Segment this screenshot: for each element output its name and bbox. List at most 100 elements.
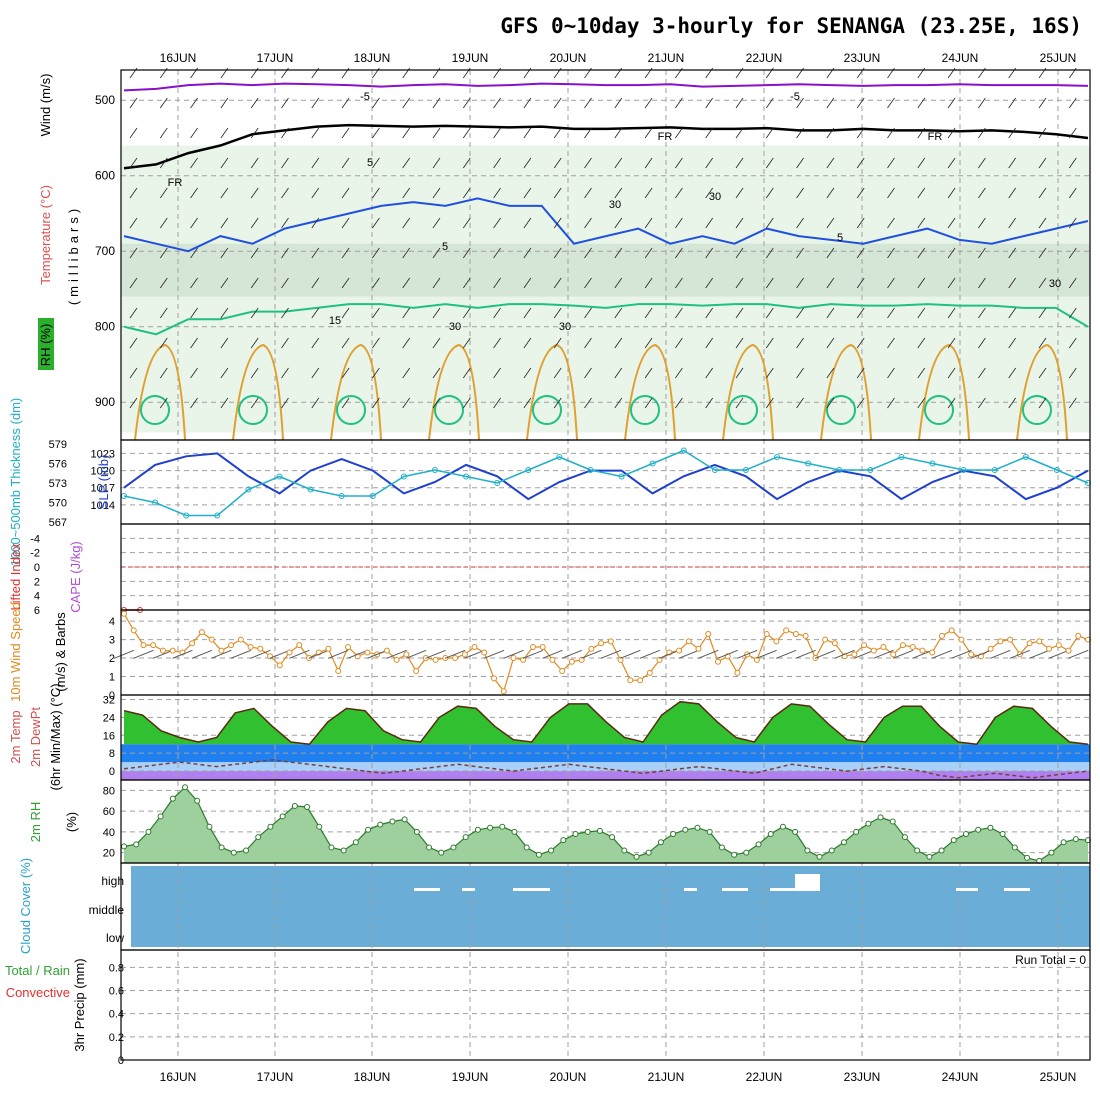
wind-speed-point — [763, 631, 770, 638]
wind-speed-point — [325, 645, 332, 652]
y-tick-label: 600 — [95, 169, 115, 183]
wind-speed-point — [1007, 636, 1014, 643]
wind-barb — [432, 97, 441, 109]
wind-speed-point — [919, 647, 926, 654]
contour-label: 30 — [709, 191, 721, 203]
wind-barb — [553, 277, 562, 289]
contour-label: 5 — [442, 241, 448, 253]
wind-barb — [856, 367, 865, 379]
rh-point — [1072, 836, 1079, 843]
wind-speed-point — [656, 656, 663, 663]
wind-barb — [129, 367, 138, 379]
lifted-index-axis-label: Lifted Index — [8, 543, 23, 611]
wind-barb — [462, 217, 471, 229]
wind-speed-point — [169, 647, 176, 654]
wind-barb — [129, 247, 138, 259]
cloud-cover-mark — [956, 888, 978, 891]
wind-barb — [614, 187, 623, 199]
surface-wind-barb — [113, 649, 135, 659]
wind-barb — [493, 247, 501, 259]
wind-barb — [311, 127, 320, 139]
wind-barb — [402, 247, 411, 259]
wind-tick: 3 — [109, 635, 115, 647]
rh-point — [962, 830, 969, 837]
wind-barb — [1008, 187, 1017, 199]
wind-speed-point — [286, 649, 293, 656]
wind-speed-point — [773, 638, 780, 645]
wind-barb — [372, 157, 380, 169]
cloud-axis-labels: Cloud Cover (%) — [18, 858, 33, 954]
x-tick-label-bottom: 22JUN — [746, 1070, 783, 1084]
wind-speed-point — [792, 631, 799, 638]
thickness-point — [245, 486, 252, 493]
wind-barb — [735, 97, 744, 109]
wind-barb — [765, 247, 774, 259]
wind-barb — [584, 307, 592, 319]
wind-barb — [675, 187, 683, 199]
wind-barb — [341, 337, 350, 349]
wind-barb — [675, 247, 683, 259]
wind-barb — [1008, 247, 1017, 259]
precip-tick: 0.6 — [109, 986, 124, 998]
thickness-point — [1022, 454, 1029, 460]
wind-speed-point — [880, 643, 887, 650]
wind-barb — [1008, 397, 1017, 409]
wind-speed-point — [393, 656, 400, 663]
wind-barb — [856, 337, 865, 349]
wind-barb — [705, 277, 714, 289]
contour-label: 30 — [1049, 278, 1061, 290]
rh-point — [1060, 839, 1067, 846]
wind-barb — [978, 337, 986, 349]
warm-contour — [1016, 343, 1068, 441]
y-tick-label: 500 — [95, 93, 115, 107]
wind-speed-point — [617, 656, 624, 663]
wind-barb — [978, 247, 986, 259]
wind-barb — [917, 127, 926, 139]
wind-barb — [826, 397, 835, 409]
wind-barb — [462, 277, 471, 289]
thickness-point — [587, 467, 594, 473]
rh-point — [572, 830, 579, 837]
wind-barb — [735, 187, 744, 199]
x-tick-label-bottom: 20JUN — [550, 1070, 587, 1084]
wind-speed-point — [646, 669, 653, 676]
wind-barb — [947, 187, 956, 199]
wind-barb — [765, 337, 774, 349]
wind-speed-point — [899, 642, 906, 649]
wind-barb — [523, 157, 532, 169]
wind-barb — [856, 217, 865, 229]
wind-speed-point — [705, 631, 712, 638]
slp-line — [123, 452, 1089, 501]
warm-contour — [232, 343, 284, 441]
rh-point — [828, 847, 835, 854]
surface-wind-barb — [405, 649, 427, 659]
wind-speed-point — [783, 627, 790, 634]
wind-barb — [1008, 97, 1017, 109]
wind-barb — [1038, 307, 1047, 319]
wind-barb — [159, 307, 168, 319]
wind-barb — [735, 217, 744, 229]
wind-barb — [705, 187, 714, 199]
wind-speed-point — [870, 647, 877, 654]
wind-speed-point — [607, 638, 614, 645]
rh-point — [889, 818, 896, 825]
wind-barb — [705, 127, 714, 139]
thickness-point — [1053, 467, 1060, 473]
wind-speed-point — [588, 645, 595, 652]
wind-barb — [856, 307, 865, 319]
temp-contour-ring — [140, 395, 170, 425]
wind-barb — [281, 187, 289, 199]
surface-wind-barb — [717, 649, 738, 659]
contour-label: FR — [928, 131, 943, 143]
wind-barb — [978, 127, 986, 139]
rh-point — [950, 837, 957, 844]
thickness-point — [369, 493, 376, 499]
wind-barb — [311, 97, 320, 109]
wind-speed-point — [130, 627, 137, 634]
wind-barb — [675, 397, 683, 409]
wind-barb — [1008, 307, 1017, 319]
temp-unit-axis-label: (6hr Min/Max) (°C) — [48, 683, 63, 790]
wind-speed-point — [1055, 642, 1062, 649]
wind-speed-point — [1065, 647, 1072, 654]
wind-speed-point — [695, 645, 702, 652]
